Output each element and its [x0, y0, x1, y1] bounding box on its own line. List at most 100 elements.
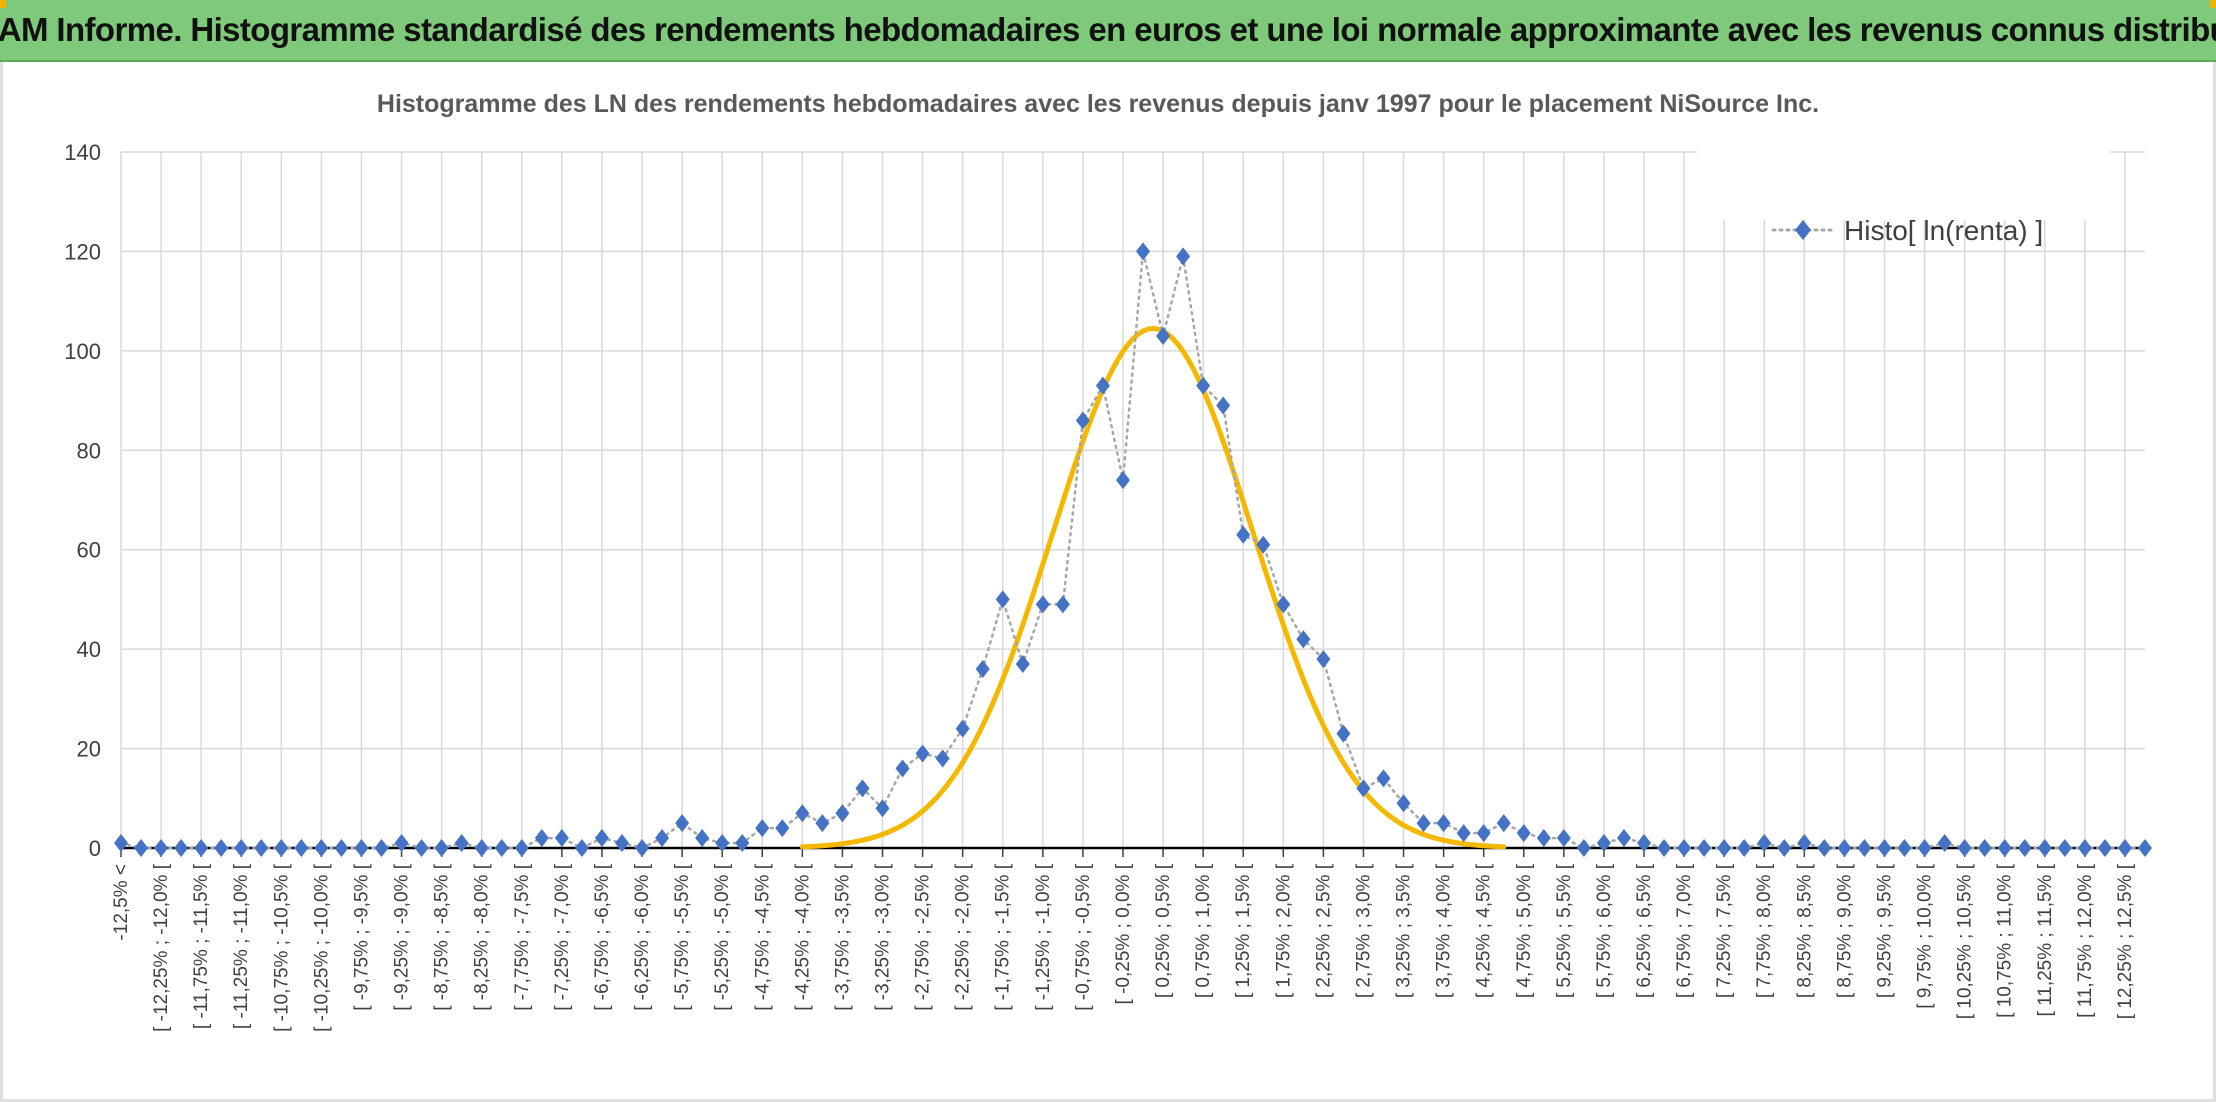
histogram-point: [675, 814, 690, 833]
histogram-point: [1316, 650, 1331, 669]
histogram-point: [1196, 376, 1211, 395]
histogram-point: [815, 814, 830, 833]
x-tick-label: [ 3,75% ; 4,0% [: [1434, 863, 1455, 998]
histogram-point: [2017, 839, 2032, 857]
histogram-point: [1115, 471, 1130, 490]
histogram-point: [434, 839, 449, 857]
histogram-point: [1516, 824, 1531, 843]
histogram-point: [1637, 834, 1652, 853]
histogram-point: [695, 829, 710, 848]
histogram-point: [2037, 839, 2052, 857]
histogram-point: [1416, 814, 1431, 833]
histogram-point: [274, 839, 289, 857]
x-tick-label: -12,5% <: [111, 864, 132, 941]
x-tick-label: [ 2,25% ; 2,5% [: [1313, 863, 1334, 998]
histogram-point: [1256, 535, 1271, 554]
x-tick-label: [ 6,25% ; 6,5% [: [1634, 863, 1655, 998]
banner-corner-left: [0, 0, 6, 8]
histogram-point: [394, 834, 409, 853]
x-tick-label: [ 7,25% ; 7,5% [: [1714, 863, 1735, 998]
x-tick-label: [ 2,75% ; 3,0% [: [1353, 863, 1374, 998]
x-tick-label: [ 6,75% ; 7,0% [: [1674, 863, 1695, 998]
histogram-point: [594, 829, 609, 848]
histogram-point: [234, 839, 249, 857]
x-tick-label: [ -12,25% ; -12,0% [: [151, 863, 172, 1032]
histogram-point: [1356, 779, 1371, 798]
y-tick-label: 120: [64, 239, 101, 264]
x-tick-label: [ -5,25% ; -5,0% [: [712, 863, 733, 1011]
histogram-point: [1837, 839, 1852, 857]
x-tick-label: [ 5,75% ; 6,0% [: [1594, 863, 1615, 998]
histogram-point: [1937, 834, 1952, 853]
histogram-point: [614, 834, 629, 853]
histogram-point: [875, 799, 890, 818]
x-tick-label: [ -0,75% ; -0,5% [: [1073, 863, 1094, 1011]
x-tick-label: [ -7,25% ; -7,0% [: [552, 863, 573, 1011]
histogram-point: [1236, 525, 1251, 544]
histogram-point: [715, 834, 730, 853]
histogram-point: [1697, 839, 1712, 857]
x-tick-label: [ 1,75% ; 2,0% [: [1273, 863, 1294, 998]
x-tick-label: [ 11,75% ; 12,0% [: [2075, 863, 2096, 1018]
histogram-point: [374, 839, 389, 857]
normal-curve: [799, 326, 1507, 850]
x-tick-label: [ 4,75% ; 5,0% [: [1514, 863, 1535, 998]
histogram-point: [2138, 839, 2152, 857]
histogram-point: [1677, 839, 1692, 857]
histogram-point: [334, 839, 349, 857]
histogram-point: [1496, 814, 1511, 833]
histogram-point: [1476, 824, 1491, 843]
x-tick-label: [ 7,75% ; 8,0% [: [1754, 863, 1775, 998]
x-tick-label: [ -10,25% ; -10,0% [: [311, 863, 332, 1032]
banner-corner-right: [2210, 0, 2216, 8]
x-tick-label: [ 10,25% ; 10,5% [: [1955, 863, 1976, 1019]
histogram-point: [735, 834, 750, 853]
x-tick-label: [ -11,25% ; -11,0% [: [231, 863, 252, 1029]
x-tick-label: [ 0,75% ; 1,0% [: [1193, 863, 1214, 998]
histogram-point: [1216, 396, 1231, 415]
histogram-point: [1917, 839, 1932, 857]
histogram-point: [1997, 839, 2012, 857]
histogram-point: [975, 660, 990, 679]
x-tick-label: [ -8,25% ; -8,0% [: [472, 863, 493, 1011]
y-tick-label: 100: [64, 339, 101, 364]
histogram-point: [2117, 839, 2132, 857]
histogram-point: [414, 839, 429, 857]
histogram-point: [1857, 839, 1872, 857]
histogram-point: [1957, 839, 1972, 857]
y-tick-label: 40: [77, 637, 101, 662]
x-tick-label: [ 4,25% ; 4,5% [: [1474, 863, 1495, 998]
x-tick-label: [ -10,75% ; -10,5% [: [271, 863, 292, 1032]
histogram-point: [1616, 829, 1631, 848]
x-tick-label: [ -0,25% ; 0,0% [: [1113, 863, 1134, 1004]
x-tick-label: [ 3,25% ; 3,5% [: [1394, 863, 1415, 998]
histogram-point: [1376, 769, 1391, 788]
histogram-point: [795, 804, 810, 823]
histogram-point: [2077, 839, 2092, 857]
histogram-point: [474, 839, 489, 857]
histogram-point: [635, 839, 650, 857]
histogram-point: [1877, 839, 1892, 857]
x-tick-label: [ -4,25% ; -4,0% [: [792, 863, 813, 1011]
histogram-point: [354, 839, 369, 857]
x-tick-label: [ 5,25% ; 5,5% [: [1554, 863, 1575, 998]
x-tick-label: [ -5,75% ; -5,5% [: [672, 863, 693, 1011]
histogram-point: [755, 819, 770, 838]
histogram-point: [1456, 824, 1471, 843]
histogram-point: [1717, 839, 1732, 857]
x-tick-label: [ -1,25% ; -1,0% [: [1033, 863, 1054, 1011]
histogram-point: [1396, 794, 1411, 813]
histogram-point: [1176, 247, 1191, 266]
x-tick-label: [ -1,75% ; -1,5% [: [993, 863, 1014, 1011]
x-tick-label: [ 11,25% ; 11,5% [: [2035, 863, 2056, 1016]
histogram-point: [1797, 834, 1812, 853]
legend-series-label: Histo[ ln(renta) ]: [1844, 215, 2043, 246]
histogram-point: [1095, 376, 1110, 395]
chart-title: Histogramme des LN des rendements hebdom…: [377, 90, 1819, 118]
chart-gridlines: [120, 151, 2145, 857]
histogram-point: [1075, 411, 1090, 430]
report-title: ADAM Informe. Histogramme standardisé de…: [0, 11, 2216, 48]
y-tick-label: 20: [77, 737, 101, 762]
y-tick-label: 60: [77, 538, 101, 563]
x-axis-ticks: -12,5% < [ -12,25% ; -12,0% [[ -11,75% ; …: [111, 863, 2136, 1032]
